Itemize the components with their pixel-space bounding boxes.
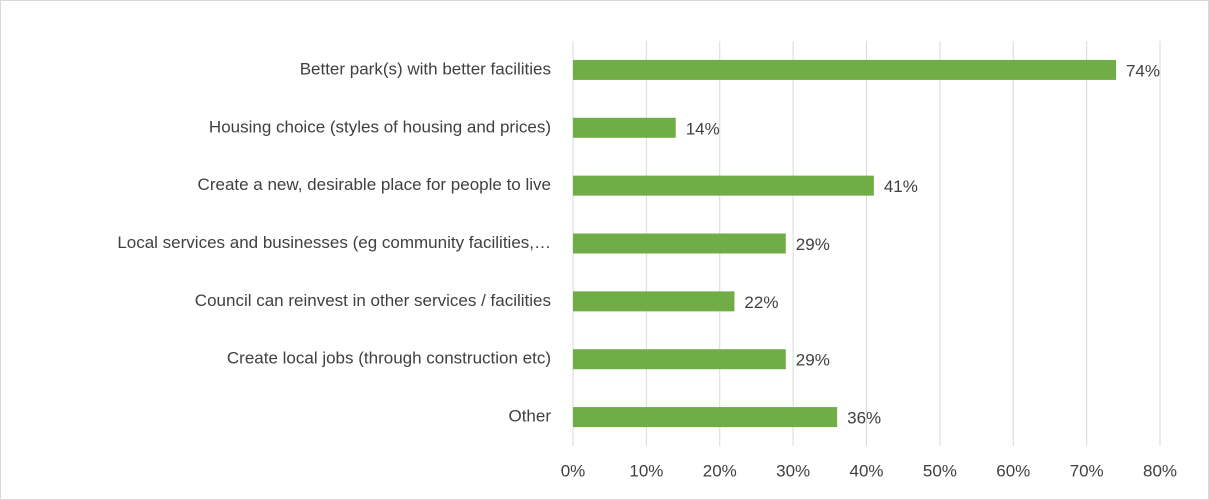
x-tick-label: 10% [629,461,663,480]
x-tick-label: 50% [923,461,957,480]
y-tick-label: Local services and businesses (eg commun… [117,233,551,252]
y-tick-label: Housing choice (styles of housing and pr… [209,117,551,136]
data-label: 29% [796,351,830,370]
x-tick-label: 80% [1143,461,1177,480]
y-tick-label: Create a new, desirable place for people… [198,175,551,194]
x-tick-label: 40% [849,461,883,480]
data-label: 14% [686,119,720,138]
bar [573,59,1116,80]
bar [573,291,735,312]
bar [573,233,786,254]
bar [573,349,786,370]
data-label: 36% [847,409,881,428]
y-tick-label: Other [508,407,551,426]
x-tick-label: 60% [996,461,1030,480]
data-label: 41% [884,177,918,196]
y-tick-label: Better park(s) with better facilities [300,59,551,78]
bar [573,175,874,196]
bar [573,407,838,428]
bar [573,117,676,138]
y-tick-label: Create local jobs (through construction … [227,349,551,368]
x-tick-label: 30% [776,461,810,480]
x-tick-label: 70% [1070,461,1104,480]
data-label: 74% [1126,61,1160,80]
data-label: 22% [744,293,778,312]
data-label: 29% [796,235,830,254]
y-tick-label: Council can reinvest in other services /… [195,291,551,310]
x-tick-label: 0% [561,461,586,480]
x-tick-label: 20% [703,461,737,480]
